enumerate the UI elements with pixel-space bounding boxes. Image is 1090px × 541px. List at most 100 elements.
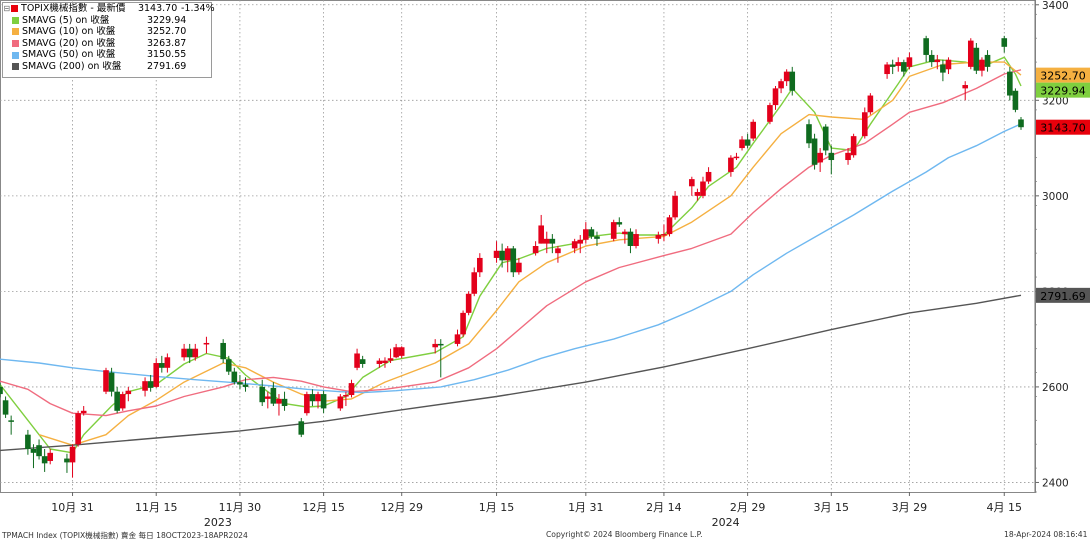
y-tick-label: 3000	[1042, 191, 1069, 203]
candle-body	[348, 383, 355, 396]
ma-line	[38, 61, 1022, 446]
candle-body	[460, 312, 466, 335]
candle-body	[192, 348, 199, 358]
candle-body	[861, 112, 868, 137]
candle-body	[1001, 38, 1008, 47]
y-tick-label: 3400	[1042, 0, 1069, 12]
candle-body	[504, 248, 511, 261]
candle-body	[928, 54, 935, 63]
legend-value: 3229.94	[147, 14, 187, 26]
candle-body	[493, 250, 500, 258]
legend-swatch	[12, 16, 19, 24]
legend-swatch	[11, 5, 19, 13]
candle-body	[376, 360, 383, 364]
legend-item[interactable]: SMAVG (10) on 收盤 3252.70	[3, 26, 211, 38]
candle-body	[315, 394, 321, 402]
value-tag	[1036, 287, 1090, 303]
candle-body	[889, 64, 896, 67]
candle-body	[158, 363, 165, 368]
candle-body	[884, 64, 890, 75]
candle-body	[237, 382, 243, 385]
candle-body	[772, 88, 779, 106]
candle-body	[655, 235, 662, 239]
candle-body	[806, 124, 812, 144]
y-tick-label: 2400	[1042, 477, 1069, 489]
candle-body	[923, 38, 929, 55]
candle-body	[343, 395, 349, 397]
candle-body	[0, 386, 3, 395]
candle-body	[41, 456, 48, 464]
candle-body	[672, 195, 678, 218]
candle-body	[845, 152, 851, 161]
candlesticks	[0, 35, 1024, 478]
grid-lines	[0, 0, 1036, 493]
year-label: 2024	[712, 516, 740, 529]
legend-swatch	[12, 40, 19, 48]
legend-label: SMAVG (5) on 收盤	[22, 14, 110, 26]
footer-copyright: Copyright© 2024 Bloomberg Finance L.P.	[546, 530, 703, 539]
ma-line	[0, 123, 1022, 394]
candle-body	[610, 222, 617, 239]
candle-body	[147, 381, 154, 388]
x-tick-label: 2月 14	[646, 501, 682, 514]
legend-item[interactable]: ⊟ TOPIX機械指數 - 最新價 3143.70 -1.34%	[3, 3, 214, 15]
candle-body	[142, 381, 148, 391]
candle-body	[108, 372, 115, 392]
candle-body	[2, 400, 9, 415]
candle-body	[398, 347, 405, 356]
candle-body	[119, 394, 126, 409]
candle-body	[728, 157, 734, 172]
legend-swatch	[12, 51, 19, 59]
legend-value: 3143.70	[137, 3, 178, 14]
collapse-icon[interactable]: ⊟	[3, 4, 11, 13]
candle-body	[1018, 119, 1024, 128]
value-tag-label: 3229.94	[1040, 85, 1086, 98]
candle-body	[577, 239, 584, 244]
candle-body	[242, 384, 249, 387]
candle-body	[454, 334, 461, 344]
legend-label: SMAVG (50) on 收盤	[22, 49, 116, 61]
candle-body	[259, 386, 266, 403]
value-tag	[1036, 67, 1090, 83]
candle-body	[231, 371, 238, 383]
candle-body	[588, 229, 595, 237]
candle-body	[906, 57, 913, 67]
candle-body	[867, 95, 874, 113]
candle-body	[125, 390, 132, 395]
candle-body	[186, 348, 193, 358]
legend-label: SMAVG (200) on 收盤	[22, 60, 122, 72]
legend: ⊟ TOPIX機械指數 - 最新價 3143.70 -1.34% SMAVG (…	[2, 2, 215, 78]
candle-body	[181, 348, 187, 358]
candle-body	[973, 47, 980, 71]
legend-item[interactable]: SMAVG (20) on 收盤 3263.87	[3, 38, 211, 50]
candle-body	[1012, 90, 1019, 110]
legend-item[interactable]: SMAVG (5) on 收盤 3229.94	[3, 15, 211, 27]
x-tick-label: 11月 15	[135, 501, 178, 514]
candle-body	[477, 257, 483, 273]
candle-body	[281, 398, 288, 407]
candle-body	[739, 139, 745, 149]
candle-body	[359, 359, 366, 364]
y-tick-label: 2600	[1042, 382, 1069, 394]
legend-swatch	[12, 28, 19, 36]
candle-body	[934, 59, 941, 63]
value-tag-label: 3143.70	[1040, 122, 1086, 135]
candle-body	[532, 246, 539, 254]
candle-body	[471, 272, 478, 294]
value-tag-label: 2791.69	[1040, 290, 1086, 303]
x-tick-label: 2月 29	[730, 501, 766, 514]
legend-value: 2791.69	[147, 60, 187, 72]
candle-body	[309, 394, 316, 402]
x-tick-label: 4月 15	[987, 501, 1023, 514]
value-tag	[1036, 119, 1090, 135]
candle-body	[694, 192, 701, 196]
candle-body	[543, 238, 550, 244]
legend-item[interactable]: SMAVG (200) on 收盤 2791.69	[3, 61, 211, 73]
candle-body	[387, 358, 394, 361]
legend-item[interactable]: SMAVG (50) on 收盤 3150.55	[3, 49, 211, 61]
candle-body	[555, 248, 561, 254]
candle-body	[817, 152, 823, 163]
candle-body	[516, 262, 522, 273]
x-tick-label: 1月 15	[479, 501, 515, 514]
candle-body	[80, 410, 87, 414]
